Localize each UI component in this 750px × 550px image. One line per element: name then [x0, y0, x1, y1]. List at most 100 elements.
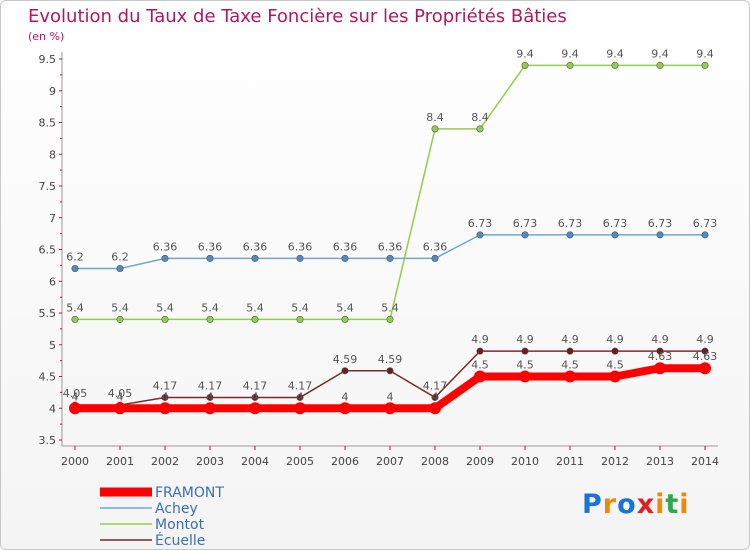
y-tick-label: 7	[49, 212, 56, 225]
data-point	[341, 254, 349, 262]
x-tick-label: 2011	[556, 455, 584, 468]
data-point	[431, 254, 439, 262]
proxiti-logo: Proxiti	[582, 489, 690, 520]
data-label: 4.9	[516, 333, 534, 346]
legend-label: Écuelle	[155, 532, 205, 549]
data-point	[294, 402, 306, 415]
data-point	[699, 362, 711, 375]
data-point	[431, 393, 439, 401]
data-point	[161, 393, 169, 401]
data-label: 4	[432, 390, 439, 403]
data-label: 6.36	[243, 240, 268, 253]
data-point	[656, 61, 664, 69]
data-point	[341, 315, 349, 323]
data-point	[564, 370, 576, 383]
data-point	[566, 347, 574, 355]
series-achey: 6.2 6.2 6.36 6.36 6.36 6.36 6.36 6.36 6.36 6.73 6.…	[66, 217, 717, 273]
data-point	[114, 402, 126, 415]
data-point	[656, 347, 664, 355]
axes: 3.5 4 4.5 5 5.5 6 6.5 7 7.5 8 8.5 9 9.5 2000 2001 2002 2…	[39, 52, 719, 468]
data-label: 4.63	[693, 350, 718, 363]
logo-letter: i	[679, 489, 690, 520]
series-écuelle: 4.05 4.05 4.17 4.17 4.17 4.17 4.59 4.59 4.17 4.9 4…	[63, 333, 714, 409]
data-label: 5.4	[246, 301, 264, 314]
data-label: 4	[207, 390, 214, 403]
data-point	[71, 265, 79, 273]
data-point	[701, 61, 709, 69]
chart-title: Evolution du Taux de Taxe Foncière sur l…	[28, 6, 567, 27]
y-tick-label: 4	[49, 402, 56, 415]
data-label: 4.5	[471, 359, 489, 372]
data-label: 4.5	[606, 359, 624, 372]
legend-label: FRAMONT	[155, 485, 224, 501]
logo-letter: P	[582, 489, 603, 520]
data-point	[611, 347, 619, 355]
data-label: 5.4	[201, 301, 219, 314]
x-tick-label: 2001	[106, 455, 134, 468]
data-label: 4	[387, 390, 394, 403]
x-tick-label: 2004	[241, 455, 269, 468]
data-label: 4	[117, 390, 124, 403]
data-label: 4.05	[108, 387, 133, 400]
x-tick-label: 2007	[376, 455, 404, 468]
data-point	[159, 402, 171, 415]
x-tick-label: 2005	[286, 455, 314, 468]
y-tick-label: 8	[49, 148, 56, 161]
data-label: 4.17	[243, 379, 268, 392]
logo-letter: o	[617, 489, 637, 520]
data-point	[521, 61, 529, 69]
data-label: 4	[252, 390, 259, 403]
data-point	[161, 315, 169, 323]
data-point	[474, 370, 486, 383]
data-point	[71, 315, 79, 323]
data-point	[339, 402, 351, 415]
data-point	[429, 402, 441, 415]
data-label: 6.73	[558, 217, 583, 230]
x-tick-label: 2000	[61, 455, 89, 468]
data-point	[296, 315, 304, 323]
data-point	[206, 393, 214, 401]
y-tick-label: 7.5	[39, 180, 57, 193]
data-label: 6.2	[66, 251, 84, 264]
data-point	[611, 61, 619, 69]
data-point	[701, 347, 709, 355]
data-point	[251, 315, 259, 323]
y-tick-label: 6	[49, 275, 56, 288]
data-label: 5.4	[66, 301, 84, 314]
y-tick-label: 9.5	[39, 53, 57, 66]
series-line-montot	[74, 64, 706, 321]
data-label: 4.17	[423, 379, 448, 392]
legend-label: Montot	[155, 517, 205, 533]
data-label: 6.73	[603, 217, 628, 230]
data-label: 4	[72, 390, 79, 403]
data-label: 4.59	[333, 353, 358, 366]
data-label: 6.73	[513, 217, 538, 230]
data-point	[69, 402, 81, 415]
y-tick-label: 3.5	[39, 434, 57, 447]
data-label: 6.36	[153, 240, 178, 253]
data-point	[251, 393, 259, 401]
data-label: 4.17	[153, 379, 178, 392]
data-label: 6.36	[333, 240, 358, 253]
x-tick-label: 2008	[421, 455, 449, 468]
data-point	[521, 231, 529, 239]
data-point	[476, 231, 484, 239]
data-point	[476, 347, 484, 355]
data-label: 9.4	[651, 47, 669, 60]
series-montot: 5.4 5.4 5.4 5.4 5.4 5.4 5.4 5.4 8.4 8.4 9.4 9.4 9.4 9…	[66, 47, 714, 323]
data-point	[566, 61, 574, 69]
y-tick-label: 4.5	[39, 371, 57, 384]
data-label: 9.4	[606, 47, 624, 60]
data-point	[206, 254, 214, 262]
y-tick-label: 8.5	[39, 117, 57, 130]
data-point	[611, 231, 619, 239]
data-label: 4.9	[606, 333, 624, 346]
data-label: 4.17	[198, 379, 223, 392]
data-label: 6.2	[111, 251, 129, 264]
data-point	[431, 125, 439, 133]
data-point	[386, 367, 394, 375]
data-label: 8.4	[471, 111, 489, 124]
data-point	[161, 254, 169, 262]
